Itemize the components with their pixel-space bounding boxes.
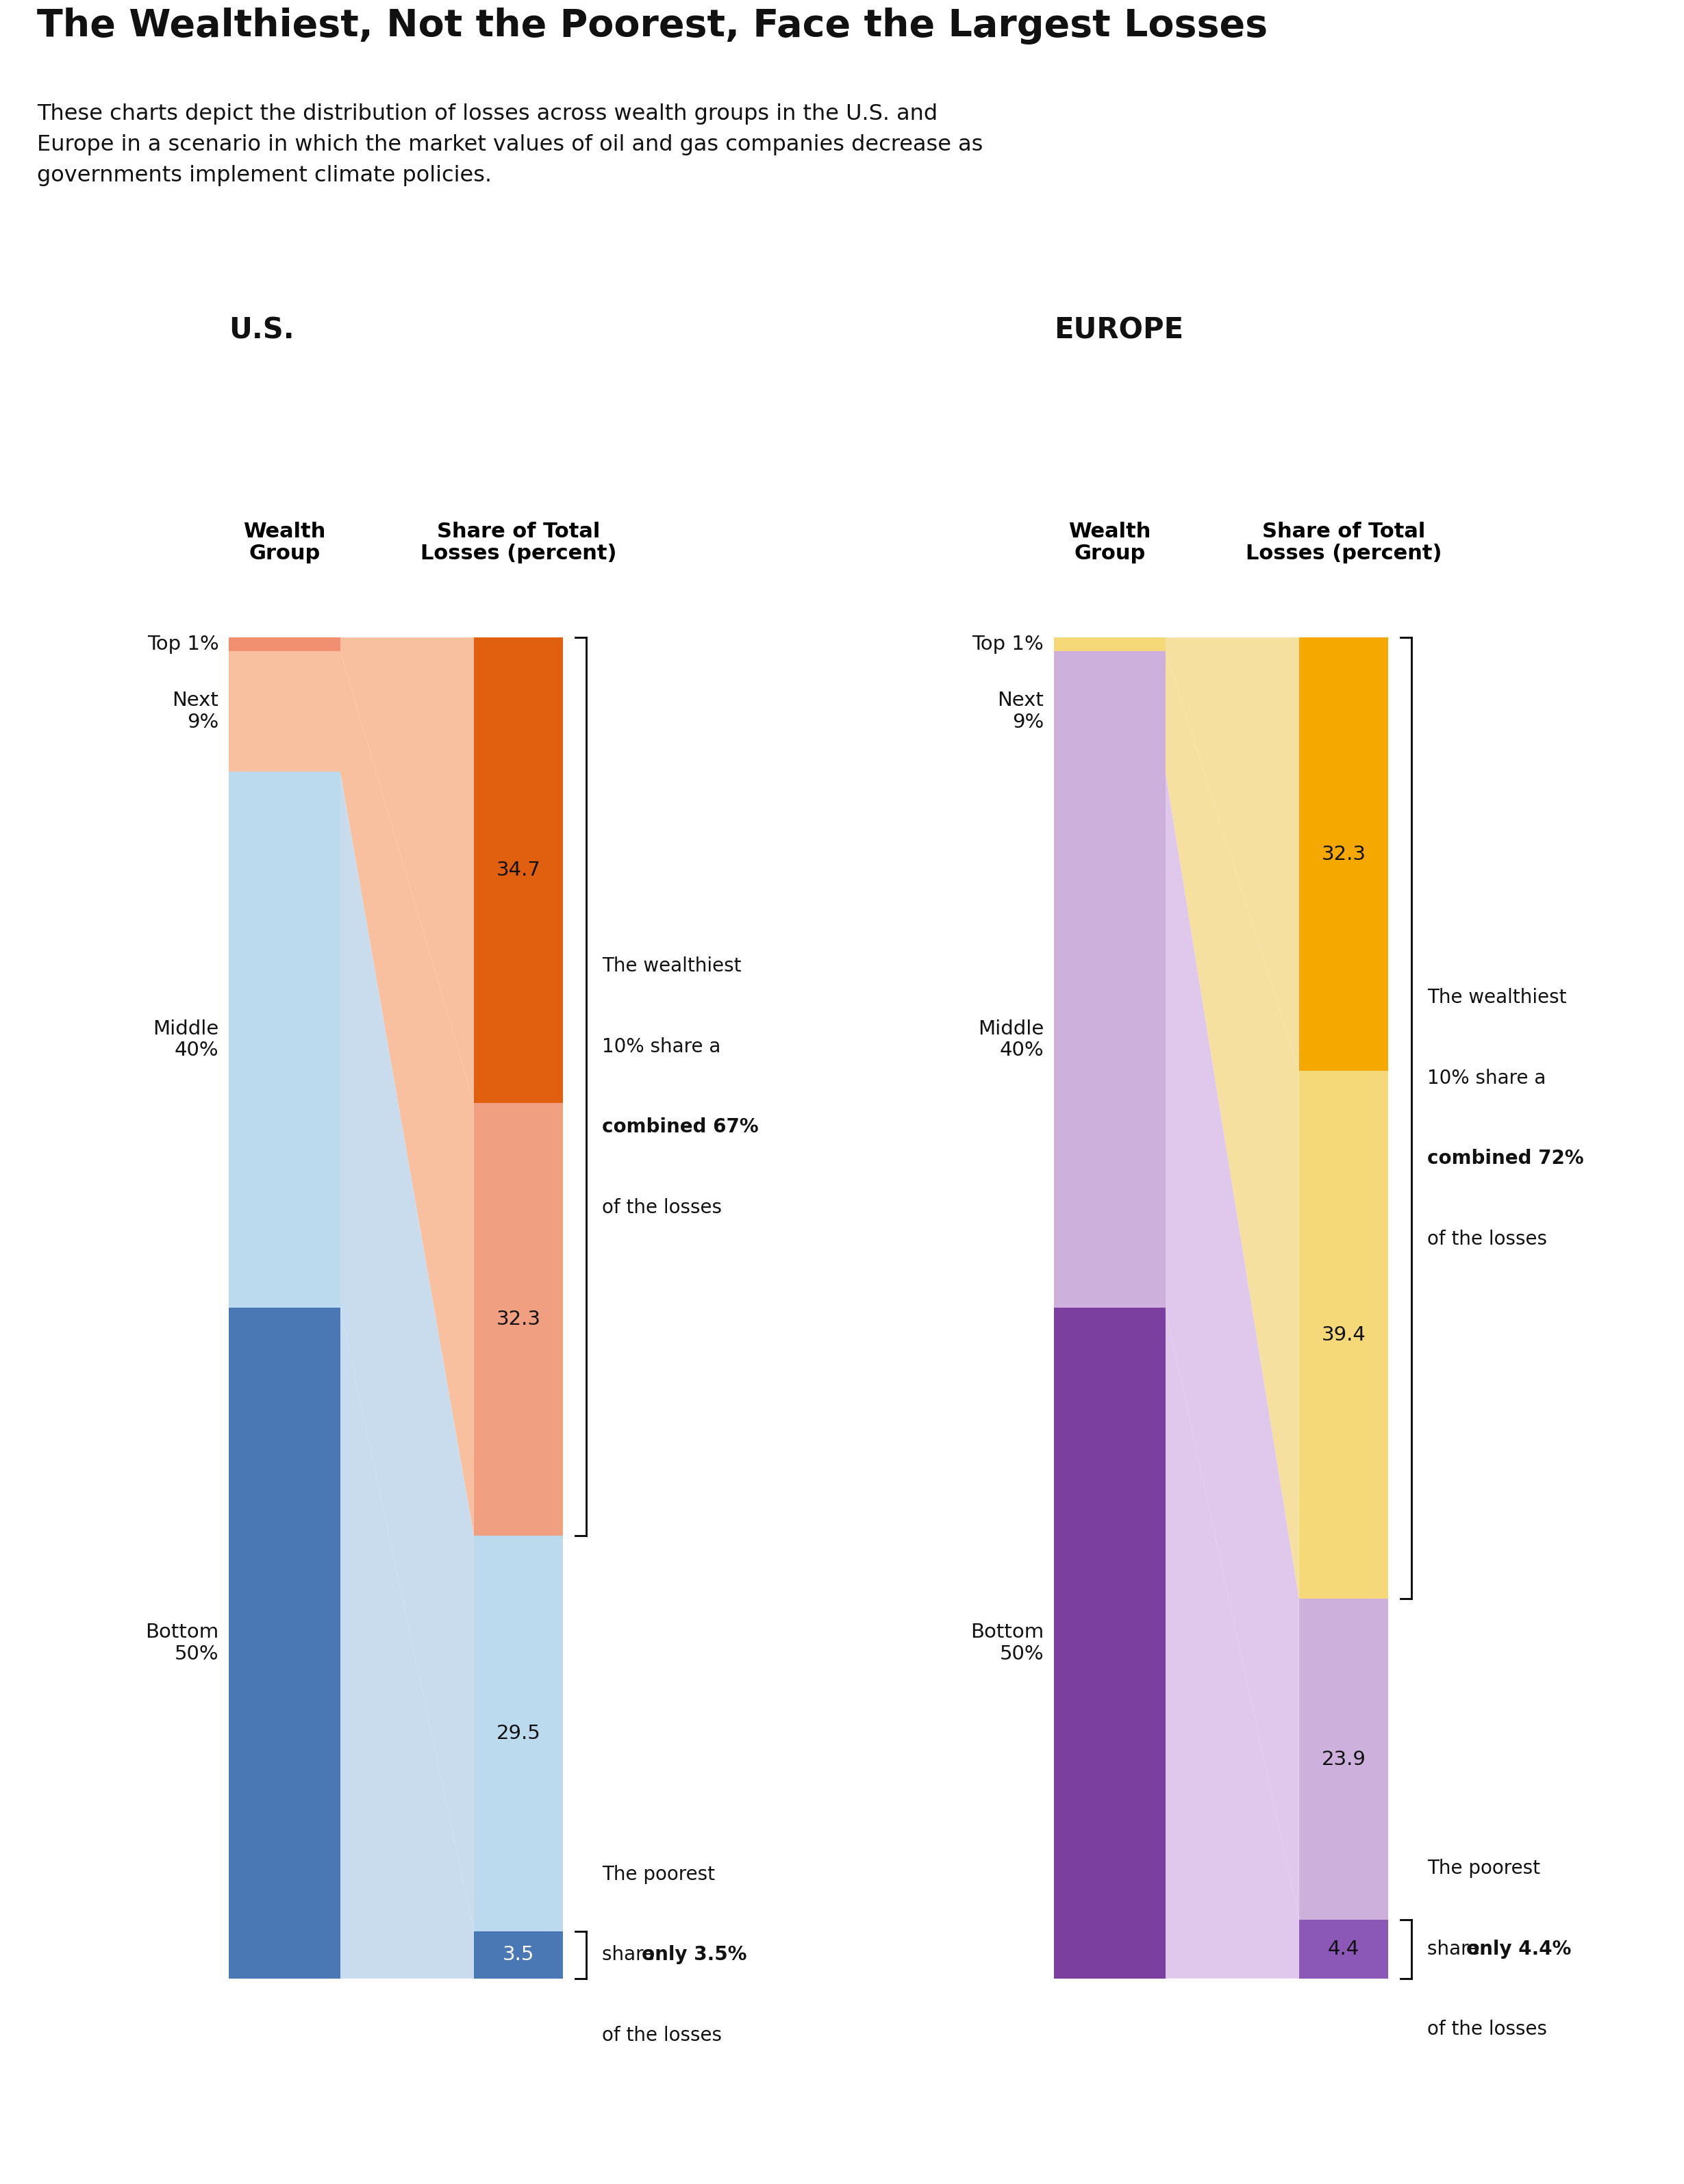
Text: 3.5: 3.5 bbox=[502, 1946, 534, 1966]
Polygon shape bbox=[340, 1308, 473, 1979]
Bar bbox=[1298, 1599, 1388, 1920]
Text: share: share bbox=[1426, 1939, 1485, 1959]
Text: These charts depict the distribution of losses across wealth groups in the U.S. : These charts depict the distribution of … bbox=[37, 103, 983, 186]
Text: 10% share a: 10% share a bbox=[601, 1037, 721, 1057]
Bar bbox=[473, 638, 562, 1103]
Text: Wealth
Group: Wealth Group bbox=[242, 522, 325, 563]
Polygon shape bbox=[340, 638, 473, 1103]
Bar bbox=[1298, 1920, 1388, 1979]
Polygon shape bbox=[1165, 638, 1298, 1070]
Text: Top 1%: Top 1% bbox=[147, 636, 219, 653]
Bar bbox=[229, 651, 340, 771]
Text: only 3.5%: only 3.5% bbox=[642, 1946, 746, 1966]
Bar bbox=[229, 1308, 340, 1979]
Text: The poorest: The poorest bbox=[1426, 1859, 1541, 1878]
Bar bbox=[1054, 1308, 1165, 1979]
Bar bbox=[229, 771, 340, 1308]
Text: Wealth
Group: Wealth Group bbox=[1068, 522, 1150, 563]
Text: Bottom
50%: Bottom 50% bbox=[970, 1623, 1044, 1664]
Bar bbox=[473, 1931, 562, 1979]
Text: of the losses: of the losses bbox=[1426, 1230, 1548, 1249]
Text: 10% share a: 10% share a bbox=[1426, 1068, 1546, 1088]
Text: Middle
40%: Middle 40% bbox=[153, 1020, 219, 1059]
Polygon shape bbox=[340, 771, 473, 1931]
Bar bbox=[1298, 638, 1388, 1070]
Text: 4.4: 4.4 bbox=[1327, 1939, 1359, 1959]
Text: combined 67%: combined 67% bbox=[601, 1118, 758, 1136]
Text: The Wealthiest, Not the Poorest, Face the Largest Losses: The Wealthiest, Not the Poorest, Face th… bbox=[37, 9, 1268, 44]
Bar bbox=[1054, 638, 1165, 651]
Bar bbox=[473, 1103, 562, 1535]
Text: Next
9%: Next 9% bbox=[997, 690, 1044, 732]
Text: of the losses: of the losses bbox=[601, 1197, 722, 1216]
Polygon shape bbox=[1165, 651, 1298, 1599]
Bar bbox=[229, 638, 340, 651]
Bar bbox=[1054, 651, 1165, 771]
Polygon shape bbox=[340, 651, 473, 1535]
Text: U.S.: U.S. bbox=[229, 317, 295, 345]
Bar bbox=[1054, 771, 1165, 1308]
Text: The poorest: The poorest bbox=[601, 1865, 716, 1885]
Text: Share of Total
Losses (percent): Share of Total Losses (percent) bbox=[421, 522, 616, 563]
Text: EUROPE: EUROPE bbox=[1054, 317, 1184, 345]
Polygon shape bbox=[1165, 1308, 1298, 1979]
Text: of the losses: of the losses bbox=[1426, 2020, 1548, 2040]
Text: Bottom
50%: Bottom 50% bbox=[145, 1623, 219, 1664]
Text: 23.9: 23.9 bbox=[1322, 1749, 1366, 1769]
Text: combined 72%: combined 72% bbox=[1426, 1149, 1583, 1168]
Text: of the losses: of the losses bbox=[601, 2027, 722, 2044]
Text: 32.3: 32.3 bbox=[1322, 845, 1366, 863]
Text: 29.5: 29.5 bbox=[497, 1723, 541, 1743]
Text: Middle
40%: Middle 40% bbox=[978, 1020, 1044, 1059]
Text: 32.3: 32.3 bbox=[497, 1310, 541, 1330]
Text: The wealthiest: The wealthiest bbox=[1426, 987, 1566, 1007]
Text: The wealthiest: The wealthiest bbox=[601, 957, 741, 976]
Bar bbox=[473, 1535, 562, 1931]
Bar bbox=[1298, 1070, 1388, 1599]
Polygon shape bbox=[1165, 771, 1298, 1920]
Text: share: share bbox=[601, 1946, 660, 1966]
Text: only 4.4%: only 4.4% bbox=[1467, 1939, 1571, 1959]
Text: Top 1%: Top 1% bbox=[972, 636, 1044, 653]
Text: 39.4: 39.4 bbox=[1322, 1326, 1366, 1345]
Text: 34.7: 34.7 bbox=[497, 860, 541, 880]
Text: Share of Total
Losses (percent): Share of Total Losses (percent) bbox=[1246, 522, 1442, 563]
Text: Next
9%: Next 9% bbox=[172, 690, 219, 732]
